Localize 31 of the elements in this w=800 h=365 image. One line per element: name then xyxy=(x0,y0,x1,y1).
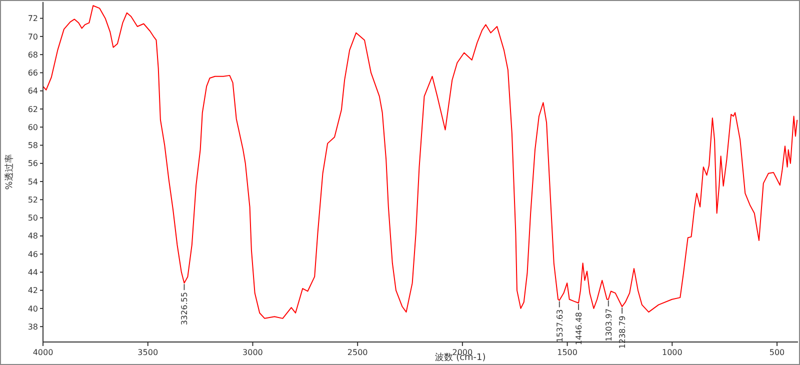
x-tick-label: 3000 xyxy=(242,348,263,357)
y-tick-label: 48 xyxy=(28,232,38,241)
annotation: 3326.55 xyxy=(180,292,190,326)
annotation: 1537.63 xyxy=(555,309,564,342)
x-tick-label: 1000 xyxy=(662,348,682,357)
x-tick-label: 2500 xyxy=(347,348,368,357)
x-tick-label: 500 xyxy=(769,348,785,357)
x-tick-label: 3500 xyxy=(138,348,158,357)
y-tick-label: 68 xyxy=(28,50,38,60)
y-tick-label: 62 xyxy=(28,104,38,114)
y-tick-label: 66 xyxy=(28,68,38,78)
y-tick-label: 38 xyxy=(28,322,38,332)
y-tick-label: 72 xyxy=(28,14,38,24)
y-tick-label: 58 xyxy=(28,141,38,150)
y-tick-label: 40 xyxy=(28,304,38,314)
annotation: 1303.97 xyxy=(604,308,614,342)
y-axis-title: %透过率 xyxy=(4,154,15,190)
y-tick-label: 64 xyxy=(28,86,38,96)
x-tick-label: 2000 xyxy=(452,348,473,357)
y-tick-label: 44 xyxy=(28,268,38,277)
y-tick-label: 46 xyxy=(28,250,38,259)
y-tick-label: 56 xyxy=(28,159,38,168)
x-tick-label: 1500 xyxy=(557,348,578,357)
y-tick-label: 70 xyxy=(28,32,38,42)
annotation: 1238.79 xyxy=(618,316,628,349)
y-tick-label: 50 xyxy=(28,214,38,223)
y-tick-label: 42 xyxy=(28,286,38,296)
y-tick-label: 60 xyxy=(28,122,38,132)
y-tick-label: 54 xyxy=(28,177,38,186)
y-tick-label: 52 xyxy=(28,195,38,204)
x-tick-label: 4000 xyxy=(32,348,54,357)
